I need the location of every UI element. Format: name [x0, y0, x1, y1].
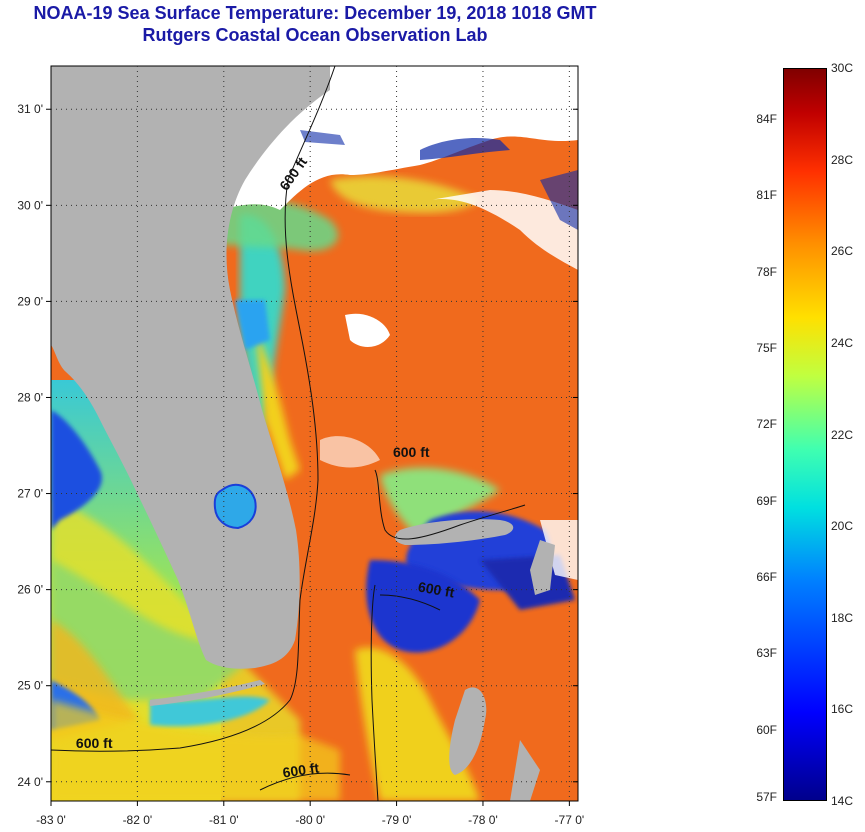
lake-okeechobee — [213, 483, 257, 530]
colorbar-fahrenheit-label: 69F — [756, 493, 777, 508]
colorbar-celsius-label: 18C — [831, 610, 854, 625]
lat-tick-label: 26 0' — [17, 583, 43, 597]
lat-tick-label: 25 0' — [17, 679, 43, 693]
lon-tick-label: -83 0' — [36, 813, 66, 827]
contour-label-600ft: 600 ft — [393, 444, 430, 460]
abaco-island — [530, 540, 555, 595]
depth-contours — [51, 66, 526, 801]
colorbar-fahrenheit-label: 66F — [756, 570, 777, 585]
contour-label-600ft: 600 ft — [76, 735, 113, 751]
contour-label-600ft: 600 ft — [282, 760, 321, 781]
colorbar-celsius-label: 24C — [831, 335, 854, 350]
lat-tick-label: 27 0' — [17, 487, 43, 501]
colorbar-fahrenheit-label: 75F — [756, 340, 777, 355]
map-frame — [50, 65, 579, 802]
colorbar-celsius-label: 30C — [831, 61, 854, 75]
lon-tick-label: -78 0' — [468, 813, 498, 827]
lon-tick-label: -77 0' — [555, 813, 585, 827]
andros-island — [449, 687, 487, 775]
colorbar-fahrenheit-label: 81F — [756, 188, 777, 203]
colorbar-celsius-label: 14C — [831, 794, 854, 808]
colorbar-celsius-label: 26C — [831, 244, 854, 259]
lat-tick-label: 29 0' — [17, 294, 43, 308]
colorbar-fahrenheit-label: 57F — [756, 790, 777, 804]
colorbar-celsius-label: 16C — [831, 702, 854, 717]
lat-tick-label: 31 0' — [17, 102, 43, 116]
colorbar-fahrenheit-label: 72F — [756, 417, 777, 432]
colorbar-celsius-label: 22C — [831, 427, 854, 442]
temperature-colorbar — [783, 68, 827, 801]
lon-tick-label: -80 0' — [295, 813, 325, 827]
colorbar-fahrenheit-label: 63F — [756, 646, 777, 661]
colorbar-fahrenheit-label: 60F — [756, 722, 777, 737]
colorbar-fahrenheit-label: 78F — [756, 264, 777, 279]
title-line-1: NOAA-19 Sea Surface Temperature: Decembe… — [33, 3, 597, 23]
colorbar-celsius-label: 20C — [831, 519, 854, 534]
lat-tick-label: 24 0' — [17, 775, 43, 789]
florida-land — [51, 66, 330, 669]
title-line-2: Rutgers Coastal Ocean Observation Lab — [142, 25, 488, 45]
lon-tick-label: -81 0' — [209, 813, 239, 827]
lon-tick-label: -82 0' — [123, 813, 153, 827]
florida-keys — [150, 680, 265, 706]
colorbar-fahrenheit-label: 84F — [756, 111, 777, 126]
axis-ticks: -83 0' -82 0' -81 0' -80 0' -79 0' -78 0' -77 … — [17, 102, 584, 827]
lat-tick-label: 30 0' — [17, 198, 43, 212]
lon-tick-label: -79 0' — [382, 813, 412, 827]
colorbar-celsius-label: 28C — [831, 152, 854, 167]
sst-field — [51, 66, 578, 801]
contour-label-600ft: 600 ft — [417, 578, 456, 600]
grand-bahama — [394, 519, 514, 545]
lat-tick-label: 28 0' — [17, 390, 43, 404]
